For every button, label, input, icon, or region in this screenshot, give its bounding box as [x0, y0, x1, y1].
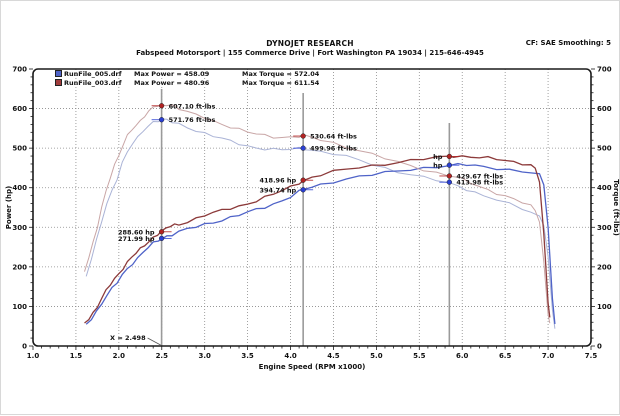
app-title: DYNOJET RESEARCH: [266, 39, 354, 48]
point-marker[interactable]: [300, 187, 306, 193]
run-legend: RunFile_005.drf Max Power = 458.09 Max Tor…: [55, 70, 319, 88]
cursor-x-value: X = 2.498: [110, 334, 146, 342]
run-file-name: RunFile_005.drf: [64, 70, 122, 78]
y-tick-label-left: 100: [12, 303, 27, 311]
max-torque-value: Max Torque = 611.54: [242, 79, 320, 87]
y-tick-label-left: 700: [12, 66, 27, 74]
point-label: 288.60 hp: [118, 228, 155, 236]
point-marker[interactable]: [300, 145, 306, 151]
x-tick-label: 2.0: [113, 352, 126, 360]
point-marker[interactable]: [446, 179, 453, 185]
x-tick-label: 6.0: [456, 352, 469, 360]
x-tick-label: 1.5: [70, 352, 83, 360]
x-tick-label: 7.0: [542, 352, 555, 360]
point-label: hp: [433, 153, 443, 161]
torque-curve-1: [84, 104, 551, 324]
x-tick-label: 1.0: [27, 352, 40, 360]
y-tick-label-left: 200: [12, 263, 27, 271]
point-label: hp: [433, 162, 443, 170]
x-tick-label: 4.5: [327, 352, 340, 360]
point-label: 429.67 ft-lbs: [456, 172, 503, 180]
max-torque-value: Max Torque = 572.04: [242, 70, 320, 78]
x-tick-label: 2.5: [156, 352, 169, 360]
point-marker[interactable]: [158, 117, 165, 123]
point-label: 418.96 hp: [260, 177, 297, 185]
point-label: 394.74 hp: [260, 186, 297, 194]
y-tick-label-right: 200: [597, 263, 612, 271]
series-color-swatch: [55, 70, 62, 77]
x-tick-label: 3.0: [198, 352, 211, 360]
y-tick-label-right: 400: [597, 184, 612, 192]
torque-curve-0: [85, 118, 556, 329]
y-tick-label-left: 400: [12, 184, 27, 192]
y-tick-label-left: 500: [12, 145, 27, 153]
point-marker[interactable]: [300, 133, 306, 139]
point-label: 530.64 ft-lbs: [310, 133, 357, 141]
y-tick-label-left: 300: [12, 224, 27, 232]
y-tick-label-left: 600: [12, 105, 27, 113]
point-label: 607.10 ft-lbs: [169, 102, 216, 110]
y-tick-label-right: 700: [597, 66, 612, 74]
y-tick-label-right: 0: [597, 343, 602, 351]
point-label: 499.96 ft-lbs: [310, 145, 357, 153]
point-marker[interactable]: [300, 177, 306, 183]
y-tick-label-right: 500: [597, 145, 612, 153]
power-curve-0: [85, 162, 556, 325]
max-power-value: Max Power = 480.96: [134, 79, 210, 87]
point-label: 571.76 ft-lbs: [169, 116, 216, 124]
x-tick-label: 5.0: [370, 352, 383, 360]
y-tick-label-right: 600: [597, 105, 612, 113]
point-marker[interactable]: [158, 103, 165, 109]
x-tick-label: 6.5: [499, 352, 512, 360]
x-axis-title: Engine Speed (RPM x1000): [259, 363, 366, 371]
y-tick-label-right: 300: [597, 224, 612, 232]
y-tick-label-left: 0: [22, 343, 27, 351]
point-marker[interactable]: [158, 235, 165, 242]
y-tick-label-right: 100: [597, 303, 612, 311]
correction-smoothing-label: CF: SAE Smoothing: 5: [525, 39, 611, 47]
power-curve-1: [84, 155, 551, 324]
x-tick-label: 4.0: [284, 352, 297, 360]
legend-row-runfile-005[interactable]: RunFile_005.drf Max Power = 458.09 Max Tor…: [55, 70, 319, 79]
plot-border: [32, 68, 592, 347]
run-file-name: RunFile_003.drf: [64, 79, 122, 87]
x-tick-label: 7.5: [585, 352, 598, 360]
point-label: 413.98 ft-lbs: [456, 179, 503, 187]
point-marker[interactable]: [446, 162, 453, 168]
x-tick-label: 5.5: [413, 352, 426, 360]
series-color-swatch: [55, 79, 62, 86]
max-power-value: Max Power = 458.09: [134, 70, 210, 78]
legend-row-runfile-003[interactable]: RunFile_003.drf Max Power = 480.96 Max Tor…: [55, 79, 319, 88]
y-axis-title-left: Power (hp): [5, 186, 13, 229]
point-marker[interactable]: [446, 153, 453, 160]
point-marker[interactable]: [158, 229, 165, 235]
x-tick-label: 3.5: [241, 352, 254, 360]
shop-address: Fabspeed Motorsport | 155 Commerce Drive…: [136, 49, 484, 57]
y-axis-title-right: Torque (ft-lbs): [612, 179, 620, 236]
point-marker[interactable]: [446, 173, 453, 179]
point-label: 271.99 hp: [118, 235, 155, 243]
cursor-callout-leader: [147, 337, 161, 346]
